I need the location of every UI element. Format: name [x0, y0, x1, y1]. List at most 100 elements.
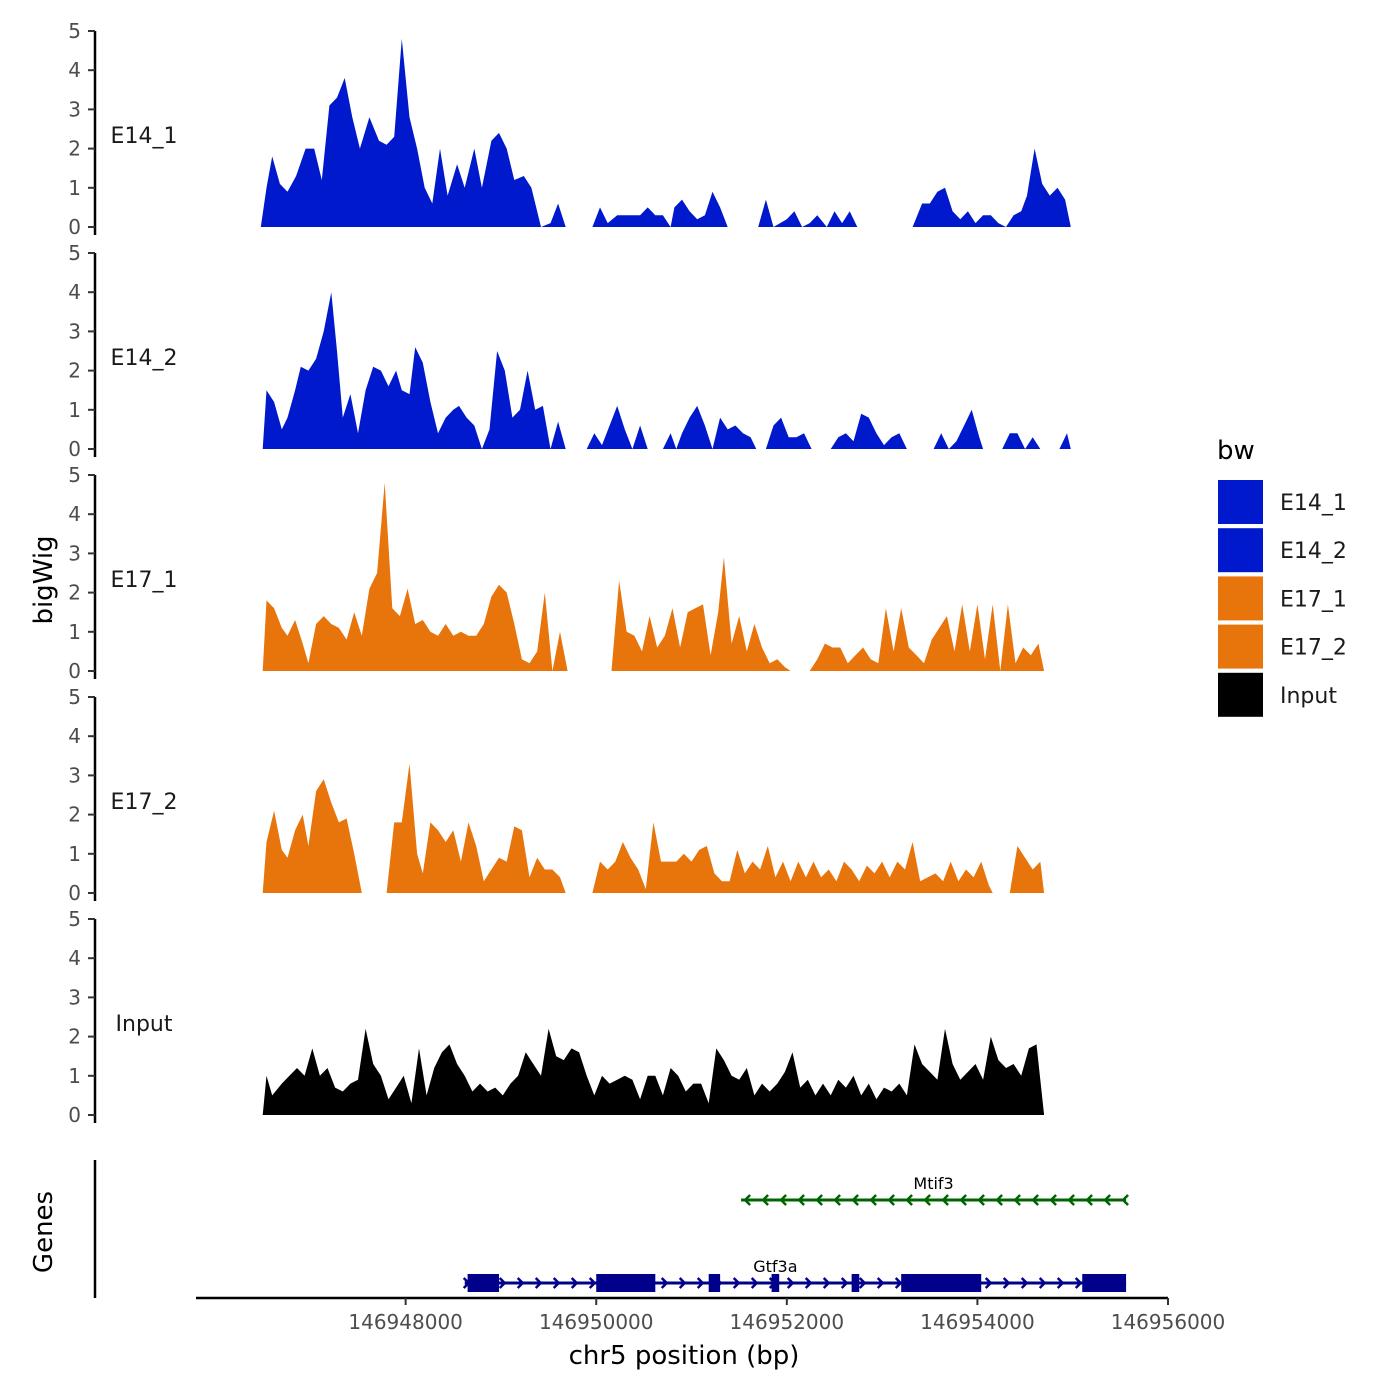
y-tick-label: 2 [68, 1025, 81, 1049]
legend-title: bw [1217, 436, 1255, 466]
legend-label: E17_1 [1280, 587, 1347, 612]
strand-arrow [1103, 1194, 1111, 1206]
legend-label: E14_2 [1280, 539, 1347, 564]
strand-arrow [1013, 1194, 1021, 1206]
strand-arrow [1074, 1277, 1083, 1289]
area-E14_1 [260, 38, 1071, 227]
strand-arrow [498, 1277, 507, 1289]
legend-swatch [1218, 480, 1263, 524]
y-axis-title: bigWig [29, 535, 59, 624]
strand-arrow [696, 1277, 705, 1289]
strand-arrow [1020, 1277, 1029, 1289]
strand-arrow [984, 1277, 993, 1289]
panel-label: E14_1 [111, 124, 178, 149]
y-tick-label: 0 [68, 437, 81, 461]
x-tick-label: 146948000 [348, 1310, 463, 1334]
strand-arrow [1121, 1194, 1129, 1206]
x-tick-label: 146954000 [920, 1310, 1035, 1334]
y-tick-label: 2 [68, 581, 81, 605]
area-E17_2 [262, 763, 1045, 893]
strand-arrow [786, 1277, 795, 1289]
strand-arrow [732, 1277, 741, 1289]
y-tick-label: 4 [68, 58, 81, 82]
legend-label: Input [1280, 684, 1337, 709]
x-tick-label: 146950000 [539, 1310, 654, 1334]
x-tick-label: 146956000 [1111, 1310, 1226, 1334]
y-tick-label: 3 [68, 97, 81, 121]
y-tick-label: 1 [68, 1064, 81, 1088]
strand-arrow [570, 1277, 579, 1289]
strand-arrow [779, 1194, 787, 1206]
strand-arrow [1031, 1194, 1039, 1206]
strand-arrow [905, 1194, 913, 1206]
area-E14_2 [262, 292, 1071, 449]
panel-E17_1: 0 1 2 3 4 5 E17_1 [68, 463, 1045, 683]
strand-arrow [851, 1194, 859, 1206]
strand-arrow [815, 1194, 823, 1206]
y-tick-label: 3 [68, 763, 81, 787]
area-E17_1 [262, 482, 1045, 671]
strand-arrow [840, 1277, 849, 1289]
y-tick-label: 0 [68, 215, 81, 239]
y-tick-label: 0 [68, 1103, 81, 1127]
strand-arrow [923, 1194, 931, 1206]
y-tick-label: 4 [68, 946, 81, 970]
panel-label: E17_2 [111, 790, 178, 815]
gene-label: Gtf3a [753, 1257, 797, 1276]
y-tick-label: 1 [68, 398, 81, 422]
panel-E17_2: 0 1 2 3 4 5 E17_2 [68, 685, 1045, 905]
strand-arrow [876, 1277, 885, 1289]
legend: bw E14_1 E14_2 E17_1 E17_2 Input [1217, 436, 1347, 717]
legend-swatch [1218, 624, 1263, 669]
y-tick-label: 4 [68, 502, 81, 526]
y-tick-label: 3 [68, 319, 81, 343]
gene-label: Mtif3 [913, 1174, 953, 1193]
y-tick-label: 1 [68, 176, 81, 200]
strand-arrow [1049, 1194, 1057, 1206]
legend-swatch [1218, 576, 1263, 621]
strand-arrow [552, 1277, 561, 1289]
strand-arrow [761, 1194, 769, 1206]
strand-arrow [1056, 1277, 1065, 1289]
strand-arrow [1002, 1277, 1011, 1289]
y-tick-label: 5 [68, 907, 81, 931]
exon-block [708, 1274, 721, 1292]
y-tick-label: 5 [68, 19, 81, 43]
genes-axis-title: Genes [29, 1191, 59, 1273]
panel-E14_2: 0 1 2 3 4 5 E14_2 [68, 241, 1071, 461]
strand-arrow [534, 1277, 543, 1289]
y-tick-label: 3 [68, 541, 81, 565]
strand-arrow [941, 1194, 949, 1206]
y-tick-label: 3 [68, 985, 81, 1009]
strand-arrow [1085, 1194, 1093, 1206]
y-tick-label: 4 [68, 280, 81, 304]
strand-arrow [995, 1194, 1003, 1206]
y-tick-label: 1 [68, 842, 81, 866]
y-tick-label: 1 [68, 620, 81, 644]
strand-arrow [869, 1194, 877, 1206]
y-tick-label: 5 [68, 241, 81, 265]
legend-label: E17_2 [1280, 636, 1347, 661]
y-tick-label: 5 [68, 463, 81, 487]
strand-arrow [858, 1277, 867, 1289]
exon-block [467, 1274, 500, 1292]
y-tick-label: 2 [68, 803, 81, 827]
strand-arrow [959, 1194, 967, 1206]
gene-Gtf3a: Gtf3a [462, 1257, 1127, 1292]
legend-swatch [1218, 528, 1263, 573]
area-Input [262, 1028, 1045, 1115]
strand-arrow [660, 1277, 669, 1289]
strand-arrow [887, 1194, 895, 1206]
strand-arrow [588, 1277, 597, 1289]
panel-Input: 0 1 2 3 4 5 Input [68, 907, 1045, 1127]
exon-block [771, 1274, 780, 1292]
strand-arrow [833, 1194, 841, 1206]
gene-Mtif3: Mtif3 [741, 1174, 1129, 1206]
track-panels: 0 1 2 3 4 5 E14_1 0 1 2 3 4 5 E14_2 0 1 2 3 4 5 E17_1 0 1 2 3 4 5 E… [68, 19, 1071, 1127]
y-tick-label: 2 [68, 359, 81, 383]
exon-block [1082, 1274, 1127, 1292]
strand-arrow [894, 1277, 903, 1289]
panel-label: E14_2 [111, 346, 178, 371]
exon-block [901, 1274, 982, 1292]
